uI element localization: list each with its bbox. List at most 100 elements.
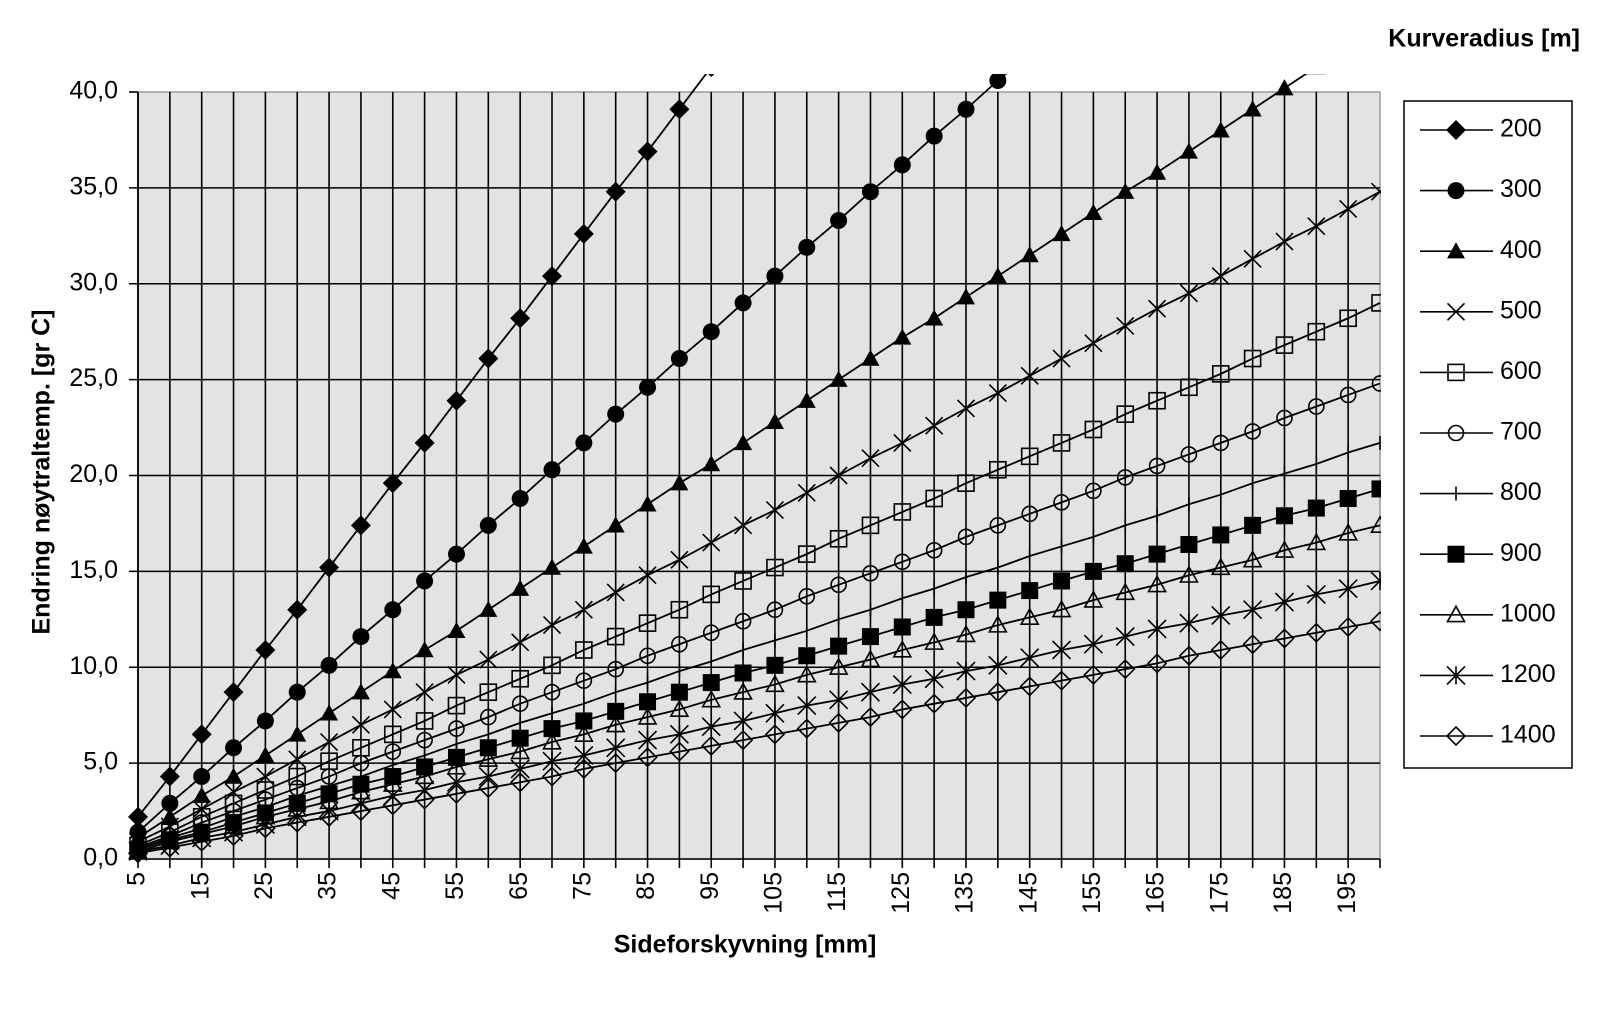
diamond-open-marker-icon	[764, 724, 786, 745]
diamond-open-marker-icon	[382, 795, 403, 816]
circle-filled-marker-icon	[925, 127, 943, 145]
triangle-open-marker-icon	[573, 724, 594, 742]
triangle-filled-marker-icon	[829, 370, 848, 387]
x-marker-icon	[638, 566, 657, 585]
x-marker-icon	[479, 650, 498, 669]
square-filled-marker-icon	[1021, 582, 1039, 600]
circle-open-marker-icon	[862, 564, 879, 582]
x-tick-label: 155	[1078, 872, 1106, 914]
circle-filled-marker-icon	[479, 516, 497, 534]
x-marker-icon	[829, 466, 848, 485]
star-marker-icon	[1306, 584, 1326, 604]
triangle-open-marker-icon	[1179, 565, 1199, 583]
square-filled-marker-icon	[1212, 526, 1230, 544]
square-open-marker-icon	[1084, 420, 1103, 439]
diamond-filled-marker-icon	[542, 266, 562, 287]
square-open-marker-icon	[893, 503, 912, 521]
x-marker-icon	[1307, 217, 1326, 236]
square-filled-marker-icon	[479, 739, 497, 757]
legend-label: 900	[1500, 539, 1542, 567]
diamond-filled-marker-icon	[708, 74, 715, 78]
triangle-open-marker-icon	[542, 731, 562, 750]
square-open-marker-icon	[1371, 294, 1381, 312]
star-marker-icon	[892, 674, 912, 695]
x-axis-title: Sideforskyvning [mm]	[614, 931, 877, 959]
x-axis-ticks: 5 15 25 35 45 55 65 75 85 95 105 115 125 135 145 155 165…	[123, 872, 1361, 914]
diamond-open-marker-icon	[573, 758, 594, 780]
triangle-open-marker-icon	[669, 699, 690, 718]
diamond-open-marker-icon	[1146, 653, 1168, 674]
diamond-open-marker-icon	[955, 687, 977, 709]
square-filled-marker-icon	[957, 601, 975, 619]
circle-open-marker-icon	[448, 720, 465, 737]
triangle-filled-marker-icon	[1052, 224, 1071, 242]
circle-open-marker-icon	[894, 553, 911, 571]
star-marker-icon	[510, 759, 530, 779]
series-300	[129, 74, 1007, 841]
triangle-filled-marker-icon	[734, 433, 753, 451]
x-marker-icon	[511, 633, 530, 652]
square-filled-marker-icon	[702, 674, 720, 692]
circle-open-marker-icon	[511, 695, 529, 712]
circle-filled-marker-icon	[384, 601, 402, 619]
circle-open-marker-icon	[607, 660, 624, 678]
square-open-marker-icon	[383, 725, 402, 744]
circle-open-marker-icon	[1371, 375, 1381, 392]
x-marker-icon	[670, 550, 689, 569]
triangle-filled-marker-icon	[383, 662, 402, 679]
legend-label: 600	[1500, 357, 1542, 385]
x-marker-icon	[925, 416, 944, 435]
diamond-open-marker-icon	[987, 682, 1008, 703]
legend-item-800: 800	[1420, 478, 1542, 506]
circle-filled-marker-icon	[320, 656, 338, 674]
square-filled-marker-icon	[639, 693, 657, 711]
circle-filled-marker-icon	[1447, 182, 1465, 200]
star-marker-icon	[860, 682, 881, 702]
series-line	[137, 190, 1381, 843]
square-filled-marker-icon	[543, 720, 561, 738]
square-open-marker-icon	[288, 767, 307, 786]
x-tick-label: 55	[441, 872, 469, 900]
diamond-open-marker-icon	[1274, 628, 1295, 649]
triangle-open-marker-icon	[1446, 604, 1466, 623]
diamond-filled-marker-icon	[414, 432, 435, 453]
x-marker-icon	[734, 516, 753, 535]
diamond-open-marker-icon	[255, 818, 276, 839]
diamond-open-marker-icon	[605, 752, 626, 774]
circle-open-marker-icon	[480, 708, 497, 726]
diamond-filled-marker-icon	[350, 515, 371, 536]
square-open-marker-icon	[638, 614, 657, 632]
diamond-open-marker-icon	[510, 772, 531, 793]
x-marker-icon	[1052, 349, 1071, 368]
legend-item-1200: 1200	[1420, 660, 1556, 688]
diamond-open-marker-icon	[541, 766, 563, 787]
square-open-marker-icon	[1211, 365, 1230, 383]
legend-item-1000: 1000	[1420, 599, 1556, 627]
square-open-marker-icon	[989, 460, 1007, 479]
diamond-filled-marker-icon	[605, 181, 626, 202]
x-marker-icon	[797, 483, 816, 502]
triangle-filled-marker-icon	[415, 640, 434, 658]
triangle-open-marker-icon	[1242, 549, 1263, 568]
x-marker-icon	[1339, 199, 1358, 219]
triangle-open-marker-icon	[892, 639, 913, 658]
x-marker-icon	[447, 665, 466, 684]
triangle-open-marker-icon	[1210, 557, 1231, 576]
triangle-filled-marker-icon	[1020, 245, 1039, 263]
square-open-marker-icon	[734, 572, 752, 590]
square-filled-marker-icon	[607, 702, 625, 720]
diamond-filled-marker-icon	[510, 308, 531, 329]
x-marker-icon	[1084, 334, 1103, 353]
circle-filled-marker-icon	[893, 156, 911, 174]
star-marker-icon	[829, 690, 849, 710]
triangle-filled-marker-icon	[861, 349, 880, 366]
triangle-filled-marker-icon	[1116, 182, 1135, 199]
legend-box	[1403, 100, 1573, 769]
diamond-filled-marker-icon	[382, 473, 403, 494]
x-marker-icon	[1116, 316, 1135, 336]
legend-item-300: 300	[1420, 175, 1542, 203]
square-open-marker-icon	[766, 558, 784, 577]
x-marker-icon	[861, 449, 880, 468]
star-marker-icon	[956, 661, 976, 681]
square-open-marker-icon	[957, 474, 975, 492]
